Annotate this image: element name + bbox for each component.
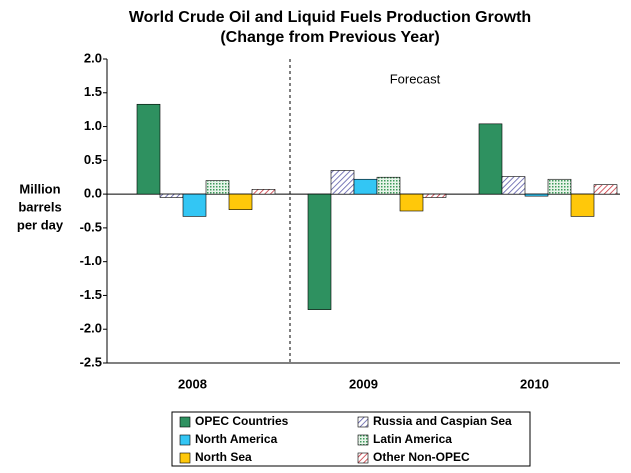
y-axis-label: per day: [17, 217, 64, 232]
y-axis-label: barrels: [18, 199, 61, 214]
legend-swatch: [357, 416, 369, 428]
bar: [547, 178, 572, 195]
bar: [228, 193, 253, 210]
legend-label: Latin America: [373, 432, 452, 446]
x-tick-label: 2010: [520, 376, 549, 391]
y-tick-label: -1.5: [80, 287, 102, 302]
bar: [593, 184, 618, 195]
bar: [422, 193, 447, 198]
legend-swatch: [357, 452, 369, 464]
y-tick-label: -2.5: [80, 354, 102, 369]
x-tick-label: 2008: [178, 376, 207, 391]
y-tick-label: 0.5: [84, 152, 102, 167]
bar: [524, 193, 549, 197]
legend-label: Russia and Caspian Sea: [373, 414, 512, 428]
bar: [501, 176, 526, 195]
bar: [159, 193, 184, 198]
bar: [251, 189, 276, 195]
y-tick-label: 0.0: [84, 186, 102, 201]
legend-label: OPEC Countries: [195, 414, 289, 428]
y-tick-label: 1.5: [84, 84, 102, 99]
bar: [182, 193, 207, 217]
legend-box: [171, 411, 531, 467]
y-tick-label: -1.0: [80, 253, 102, 268]
bar: [205, 180, 230, 195]
legend-label: Other Non-OPEC: [373, 450, 470, 464]
bar: [330, 170, 355, 195]
annotation: Forecast: [390, 71, 441, 86]
x-tick-label: 2009: [349, 376, 378, 391]
bar: [136, 103, 161, 195]
y-tick-label: -0.5: [80, 219, 102, 234]
legend-label: North America: [195, 432, 278, 446]
bar: [376, 176, 401, 195]
bar: [399, 193, 424, 212]
y-tick-label: 2.0: [84, 50, 102, 65]
chart-subtitle: (Change from Previous Year): [220, 29, 439, 46]
legend-label: North Sea: [195, 450, 252, 464]
bar: [307, 193, 332, 310]
y-tick-label: 1.0: [84, 118, 102, 133]
legend-swatch: [357, 434, 369, 446]
legend-swatch: [179, 434, 191, 446]
y-axis-label: Million: [19, 181, 60, 196]
y-tick-label: -2.0: [80, 321, 102, 336]
bar: [570, 193, 595, 217]
bar: [478, 123, 503, 195]
chart-title: World Crude Oil and Liquid Fuels Product…: [129, 9, 531, 26]
legend-swatch: [179, 416, 191, 428]
bar: [353, 178, 378, 195]
legend-swatch: [179, 452, 191, 464]
